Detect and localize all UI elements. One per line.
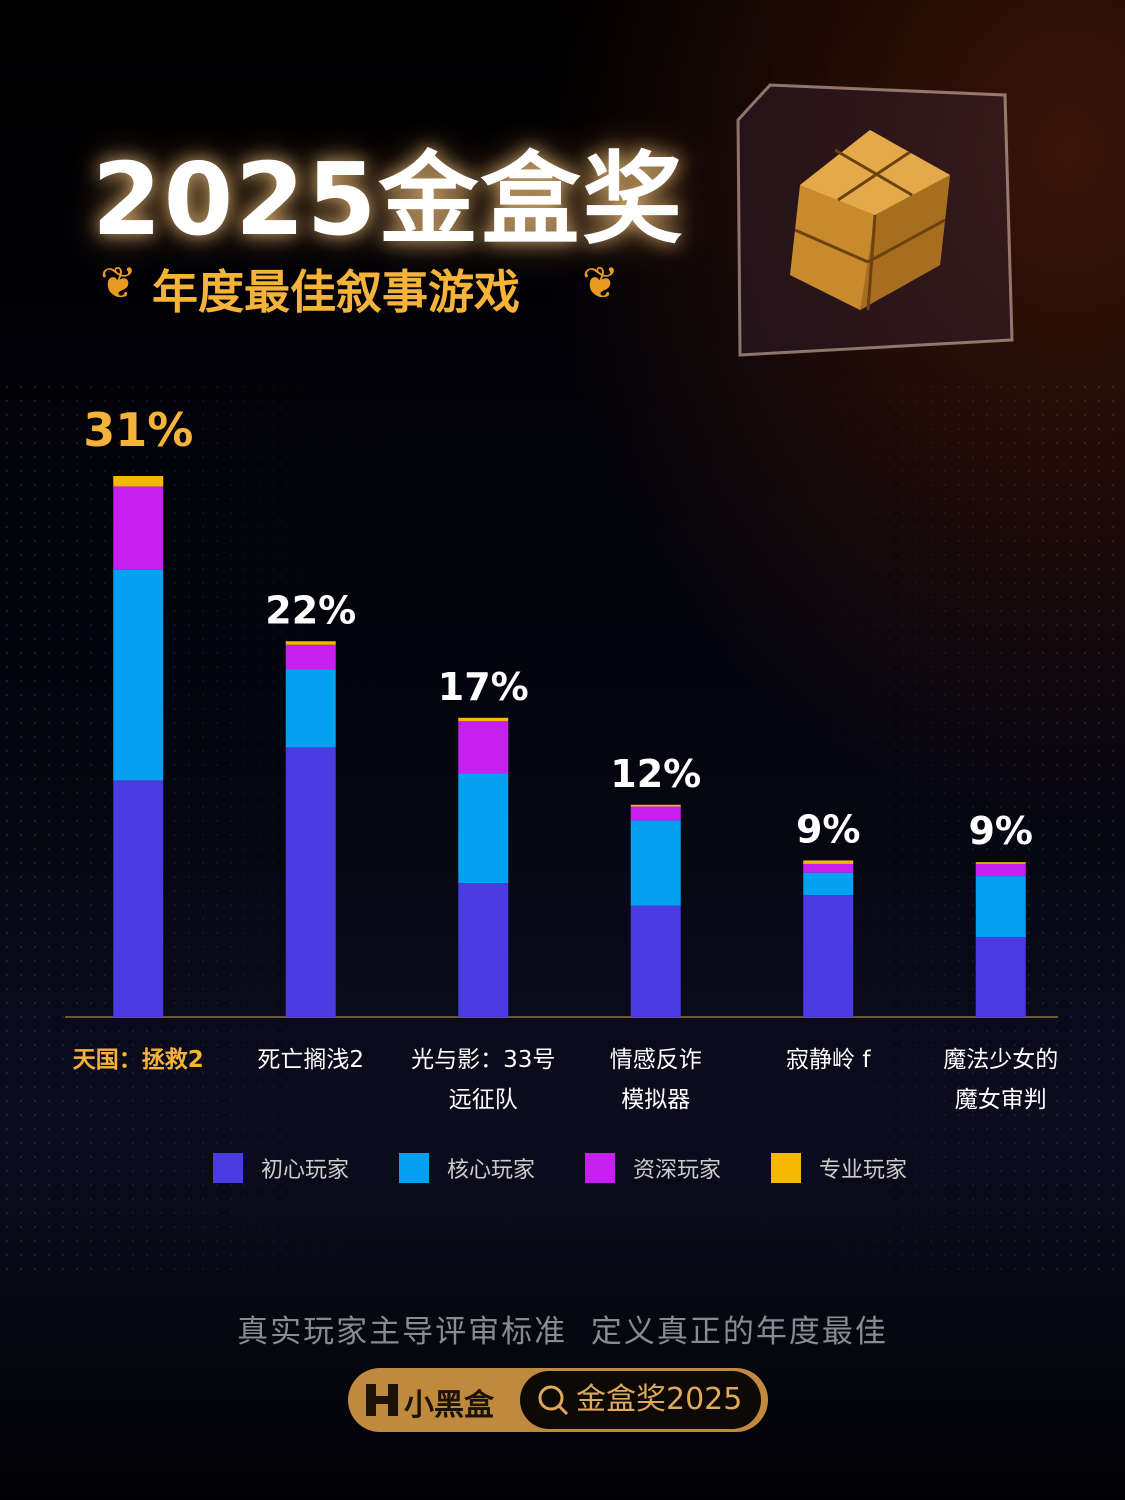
bar-segment [458,717,509,722]
search-tag: 金盒奖2025 [520,1371,761,1429]
total-label: 31% [83,403,193,457]
bar-segment [975,863,1026,877]
category-label: 死亡搁浅2 [257,1047,365,1073]
bar-segment [113,780,164,1017]
bar-segment [285,644,336,670]
search-text: 金盒奖2025 [576,1382,743,1417]
bar-segment [975,876,1026,937]
legend-swatch [399,1153,429,1183]
bar-segment [285,669,336,748]
total-label: 9% [796,807,861,851]
bar-segment [285,641,336,645]
total-label: 9% [968,809,1033,853]
dot-pattern [0,380,1125,1280]
bar-segment [458,773,509,884]
total-label: 22% [265,588,356,632]
total-label: 17% [438,665,529,709]
legend-item: 核心玩家 [399,1152,585,1184]
laurel-icon: ❦ [582,258,619,309]
bar-segment [113,476,164,487]
legend-swatch [771,1153,801,1183]
bar-segment [630,820,681,906]
bar-segment [975,936,1026,1017]
bar-segment [630,806,681,821]
bar-segment [803,895,854,1017]
category-label: 天国：拯救2 [72,1047,204,1073]
bar-segment [630,905,681,1017]
bar-segment [630,804,681,807]
legend-swatch [585,1153,615,1183]
legend-label: 初心玩家 [261,1158,350,1183]
brand-logo [366,1384,398,1416]
legend-item: 资深玩家 [585,1152,771,1184]
trophy-cube [736,83,1014,357]
total-label: 12% [610,752,701,796]
bar-segment [285,747,336,1017]
category-label: 寂静岭 f [786,1047,871,1073]
category-label: 魔法少女的 魔女审判 [943,1047,1059,1113]
category-label: 光与影：33号 远征队 [411,1047,556,1113]
subtitle: 年度最佳叙事游戏 [152,265,520,319]
title: 2025金盒奖 [92,141,685,258]
bar-segment [458,883,509,1017]
legend-label: 核心玩家 [447,1158,536,1183]
category-label: 情感反诈 模拟器 [609,1047,702,1113]
search-icon [538,1385,569,1416]
bar-segment [975,862,1026,864]
bar-segment [803,872,854,896]
legend-label: 资深玩家 [633,1158,722,1183]
legend-item: 初心玩家 [213,1152,399,1184]
brand-pill: 小黑盒 金盒奖2025 [348,1368,768,1432]
bar-segment [803,860,854,864]
legend: 初心玩家 核心玩家 资深玩家 专业玩家 [213,1152,957,1184]
laurel-icon: ❦ [100,258,137,309]
bar-segment [113,486,164,570]
brand: 小黑盒 [404,1388,494,1423]
legend-item: 专业玩家 [771,1152,957,1184]
slogan: 真实玩家主导评审标准 定义真正的年度最佳 [237,1314,888,1350]
legend-swatch [213,1153,243,1183]
bar-segment [803,863,854,873]
bar-segment [113,569,164,781]
legend-label: 专业玩家 [819,1158,908,1183]
bar-segment [458,721,509,774]
